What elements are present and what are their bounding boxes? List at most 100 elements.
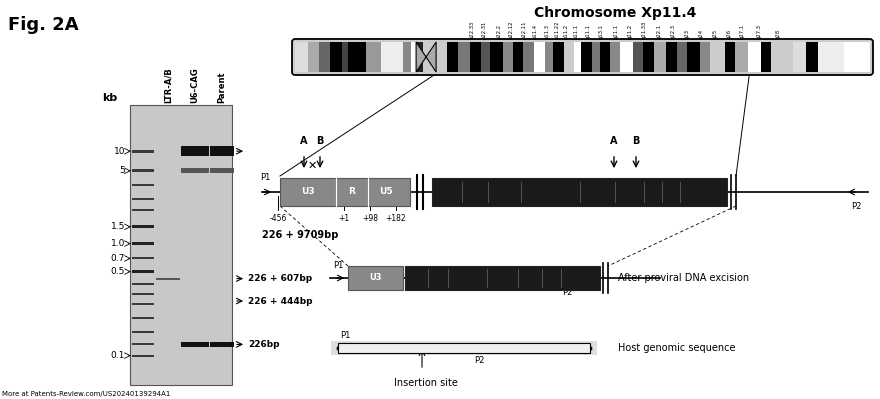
Text: 226 + 444bp: 226 + 444bp	[248, 296, 312, 306]
Text: After proviral DNA excision: After proviral DNA excision	[618, 273, 749, 283]
Text: 0.1: 0.1	[111, 351, 125, 360]
Text: 1.0: 1.0	[111, 239, 125, 248]
Text: Parent: Parent	[217, 71, 226, 103]
Text: P1: P1	[333, 261, 343, 270]
Text: 0.5: 0.5	[111, 267, 125, 276]
Bar	[132, 150, 154, 153]
Text: p22.11: p22.11	[521, 20, 526, 39]
Text: P1: P1	[260, 173, 270, 182]
Bar	[308, 42, 319, 72]
Text: P2: P2	[474, 356, 484, 365]
Text: +98: +98	[362, 214, 378, 223]
Text: p11.3: p11.3	[545, 24, 549, 39]
Text: -456: -456	[269, 214, 287, 223]
Text: q28: q28	[775, 29, 781, 39]
Bar	[432, 178, 727, 206]
Bar	[725, 42, 736, 72]
Bar	[210, 342, 234, 347]
Text: P1: P1	[340, 331, 350, 340]
Text: ✕: ✕	[307, 161, 317, 171]
Text: 226 + 9709bp: 226 + 9709bp	[262, 230, 339, 240]
Bar	[132, 169, 154, 172]
Bar	[132, 293, 154, 295]
Bar	[490, 42, 502, 72]
Text: q21.1: q21.1	[613, 24, 619, 39]
Bar	[610, 42, 620, 72]
Bar	[591, 42, 600, 72]
Bar	[687, 42, 700, 72]
Bar	[458, 42, 471, 72]
Bar	[156, 278, 180, 280]
Bar	[760, 42, 771, 72]
Bar	[130, 105, 232, 385]
Bar	[132, 283, 154, 285]
Bar	[748, 42, 760, 72]
Bar	[405, 266, 600, 290]
Text: p22.31: p22.31	[481, 21, 486, 39]
Text: +1: +1	[339, 214, 349, 223]
Text: Host genomic sequence: Host genomic sequence	[618, 343, 736, 353]
Bar	[700, 42, 710, 72]
Bar	[411, 42, 417, 72]
Text: P2: P2	[851, 202, 862, 211]
Text: q11.1: q11.1	[586, 24, 590, 39]
Bar	[844, 42, 870, 72]
Bar	[366, 42, 381, 72]
Polygon shape	[416, 42, 436, 72]
Bar	[132, 317, 154, 319]
Bar	[654, 42, 666, 72]
Bar	[381, 42, 403, 72]
Bar	[502, 42, 513, 72]
Text: B: B	[633, 136, 640, 146]
Text: q25: q25	[712, 29, 717, 39]
Text: p11.22: p11.22	[554, 20, 560, 39]
Bar	[329, 42, 342, 72]
Bar	[132, 209, 154, 211]
Text: More at Patents-Review.com/US20240139294A1: More at Patents-Review.com/US20240139294…	[2, 391, 171, 397]
Bar	[181, 342, 209, 347]
Bar	[181, 146, 209, 156]
Bar	[600, 42, 610, 72]
Text: q23: q23	[685, 29, 690, 39]
Text: Insertion site: Insertion site	[394, 378, 458, 388]
Text: q22.3: q22.3	[671, 24, 676, 39]
Text: p11.4: p11.4	[533, 24, 538, 39]
Bar	[524, 42, 533, 72]
Text: 10: 10	[114, 147, 125, 156]
Text: 0.7: 0.7	[111, 254, 125, 263]
Text: p11.2: p11.2	[564, 24, 568, 39]
Bar	[132, 198, 154, 200]
Bar	[132, 303, 154, 305]
Bar	[338, 343, 590, 353]
Text: A: A	[300, 136, 308, 146]
Text: U3: U3	[370, 273, 382, 282]
Bar	[132, 257, 154, 259]
Bar	[818, 42, 844, 72]
Text: q13.1: q13.1	[599, 24, 604, 39]
Bar	[132, 242, 154, 245]
Text: kb: kb	[102, 93, 117, 103]
Bar	[342, 42, 348, 72]
Text: R: R	[348, 188, 356, 196]
Bar	[793, 42, 805, 72]
Bar	[132, 270, 154, 273]
Bar	[210, 168, 234, 173]
Bar	[620, 42, 633, 72]
Bar	[348, 42, 366, 72]
Text: LTR-A/B: LTR-A/B	[164, 67, 172, 103]
Text: q26: q26	[727, 29, 731, 39]
Text: 226 + 607bp: 226 + 607bp	[248, 274, 312, 283]
Text: Fig. 2A: Fig. 2A	[8, 16, 78, 34]
Bar	[280, 178, 410, 206]
Text: q21.2: q21.2	[627, 24, 633, 39]
Text: p11.1: p11.1	[573, 24, 578, 39]
Bar	[295, 42, 308, 72]
Text: q24: q24	[699, 29, 703, 39]
Bar	[582, 42, 591, 72]
Text: q27.3: q27.3	[757, 24, 762, 39]
Bar	[348, 266, 403, 290]
FancyBboxPatch shape	[292, 39, 873, 75]
Text: p22.2: p22.2	[496, 24, 502, 39]
Bar	[554, 42, 563, 72]
Bar	[319, 42, 329, 72]
